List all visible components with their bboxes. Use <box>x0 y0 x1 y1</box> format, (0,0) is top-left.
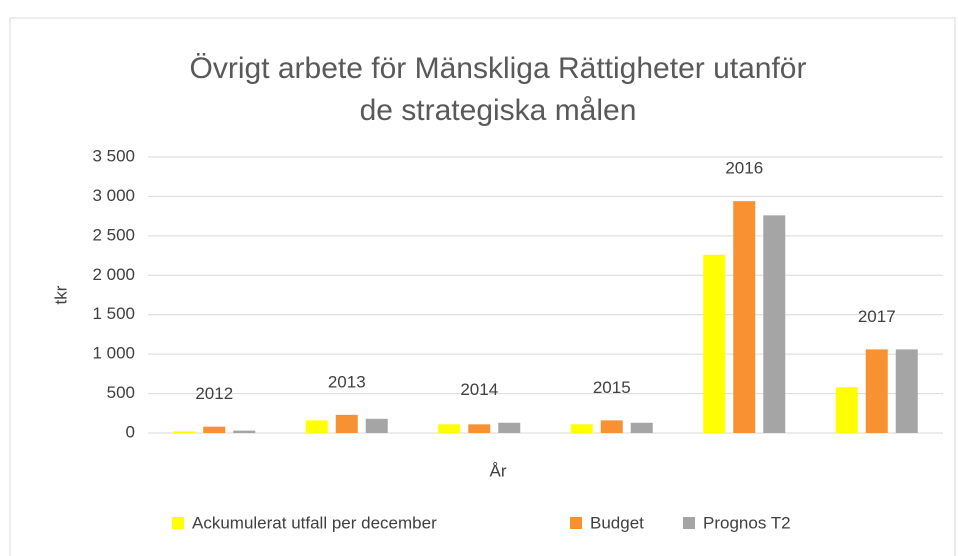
bar <box>498 422 521 433</box>
y-tick-label: 0 <box>126 422 135 441</box>
category-label: 2017 <box>858 307 896 326</box>
category-label: 2015 <box>593 378 631 397</box>
bar <box>703 254 726 433</box>
legend-swatch <box>683 517 695 529</box>
bar <box>173 431 196 433</box>
bar <box>305 420 328 433</box>
bar <box>233 430 256 433</box>
y-tick-label: 1 000 <box>92 344 135 363</box>
category-label: 2016 <box>725 159 763 178</box>
legend-label: Ackumulerat utfall per december <box>192 513 437 532</box>
bar <box>365 418 388 433</box>
bar <box>895 349 918 433</box>
y-tick-label: 1 500 <box>92 304 135 323</box>
legend-swatch <box>172 517 184 529</box>
bar <box>468 424 491 433</box>
bar <box>203 426 226 433</box>
category-label: 2013 <box>328 372 366 391</box>
bar <box>763 215 786 433</box>
bar <box>865 349 888 433</box>
chart-title: Övrigt arbete för Mänskliga Rättigheter … <box>190 52 807 85</box>
bar <box>600 420 623 433</box>
category-label: 2014 <box>460 380 498 399</box>
bar <box>335 414 358 433</box>
category-label: 2012 <box>195 384 233 403</box>
y-tick-label: 2 500 <box>92 225 135 244</box>
chart-title: de strategiska målen <box>360 94 637 127</box>
legend-swatch <box>570 517 582 529</box>
y-axis-label: tkr <box>51 285 70 304</box>
legend-label: Budget <box>590 513 644 532</box>
bar <box>835 387 858 433</box>
y-tick-label: 3 500 <box>92 146 135 165</box>
bar <box>438 424 461 433</box>
chart-frame <box>9 17 956 556</box>
y-tick-label: 500 <box>107 383 135 402</box>
legend-label: Prognos T2 <box>703 513 791 532</box>
bar <box>733 201 756 433</box>
x-axis-label: År <box>490 461 507 480</box>
bar <box>630 422 653 433</box>
y-tick-label: 3 000 <box>92 186 135 205</box>
bar <box>570 424 593 433</box>
y-tick-label: 2 000 <box>92 265 135 284</box>
